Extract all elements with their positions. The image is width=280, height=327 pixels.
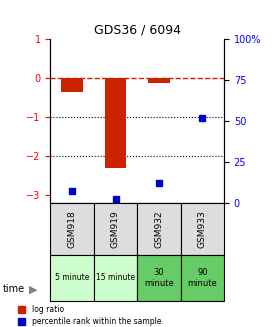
Title: GDS36 / 6094: GDS36 / 6094 — [94, 24, 181, 37]
FancyBboxPatch shape — [50, 255, 94, 301]
Text: GSM919: GSM919 — [111, 210, 120, 248]
FancyBboxPatch shape — [181, 203, 224, 255]
Bar — [61, 78, 83, 92]
FancyBboxPatch shape — [94, 203, 137, 255]
Text: GSM918: GSM918 — [67, 210, 77, 248]
FancyBboxPatch shape — [181, 255, 224, 301]
Text: 5 minute: 5 minute — [55, 273, 89, 283]
Text: 30
minute: 30 minute — [144, 268, 174, 288]
Bar — [148, 78, 170, 83]
FancyBboxPatch shape — [137, 255, 181, 301]
FancyBboxPatch shape — [137, 203, 181, 255]
FancyBboxPatch shape — [94, 255, 137, 301]
Text: 90
minute: 90 minute — [187, 268, 217, 288]
Text: time: time — [3, 284, 25, 294]
FancyBboxPatch shape — [50, 203, 94, 255]
Text: 15 minute: 15 minute — [96, 273, 135, 283]
Legend: log ratio, percentile rank within the sample: log ratio, percentile rank within the sa… — [18, 305, 161, 326]
Text: ▶: ▶ — [29, 284, 38, 294]
Text: GSM932: GSM932 — [154, 210, 164, 248]
Bar — [105, 78, 126, 168]
Text: GSM933: GSM933 — [198, 210, 207, 248]
